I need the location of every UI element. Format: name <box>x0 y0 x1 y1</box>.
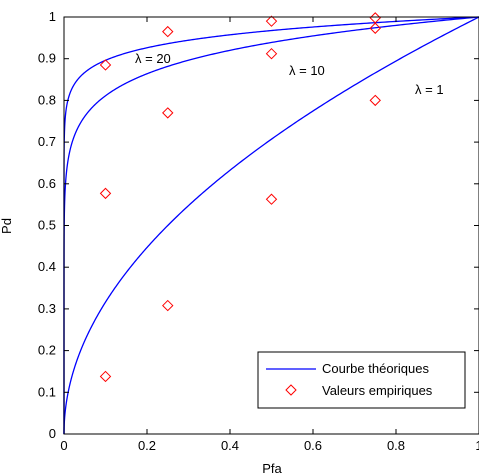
x-tick-label: 0.6 <box>304 438 322 453</box>
axes: 0 0.2 0.4 0.6 0.8 1 0 0.1 0.2 0.3 0.4 0.5 0.6 0.7 0.8 0… <box>38 9 479 453</box>
y-tick-label: 0.9 <box>38 51 56 66</box>
x-axis-title: Pfa <box>262 461 282 475</box>
x-tick-label: 1 <box>475 438 479 453</box>
x-tick-label: 0.2 <box>138 438 156 453</box>
x-tick-label: 0 <box>60 438 67 453</box>
empirical-point <box>369 22 381 34</box>
legend-label-theory: Courbe théoriques <box>322 361 429 376</box>
x-tick-label: 0.8 <box>387 438 405 453</box>
legend-box <box>257 351 466 409</box>
empirical-point <box>162 25 174 38</box>
y-tick-label: 0 <box>49 426 56 441</box>
y-tick-label: 1 <box>49 9 56 24</box>
y-tick-label: 0.3 <box>38 301 56 316</box>
plot-area: λ = 20 λ = 10 λ = 1 <box>63 12 479 434</box>
theory-curve-lambda-1 <box>63 16 479 434</box>
empirical-point <box>265 15 278 27</box>
empirical-point <box>99 59 112 71</box>
empirical-point <box>265 47 278 60</box>
theory-curve-lambda-10 <box>63 16 479 434</box>
empirical-point <box>162 299 174 312</box>
y-tick-label: 0.8 <box>38 92 56 107</box>
empirical-point <box>162 107 174 119</box>
empirical-point <box>369 94 381 107</box>
curve-label-lambda-1: λ = 1 <box>415 82 444 97</box>
empirical-point <box>265 193 278 205</box>
y-tick-label: 0.5 <box>38 218 56 233</box>
theory-curve-lambda-20 <box>63 16 479 434</box>
empirical-point <box>99 187 112 200</box>
y-tick-label: 0.6 <box>38 176 56 191</box>
legend: Courbe théoriques Valeurs empiriques <box>257 351 466 409</box>
y-tick-label: 0.7 <box>38 134 56 149</box>
y-tick-label: 0.4 <box>38 259 56 274</box>
empirical-point <box>99 370 112 383</box>
curve-label-lambda-10: λ = 10 <box>289 63 325 78</box>
y-tick-label: 0.1 <box>38 384 56 399</box>
y-axis-title: Pd <box>0 218 14 234</box>
x-tick-label: 0.4 <box>221 438 239 453</box>
y-tick-label: 0.2 <box>38 343 56 358</box>
legend-label-empirical: Valeurs empiriques <box>322 383 433 398</box>
legend-diamond-icon <box>285 384 297 396</box>
curve-label-lambda-20: λ = 20 <box>135 51 171 66</box>
